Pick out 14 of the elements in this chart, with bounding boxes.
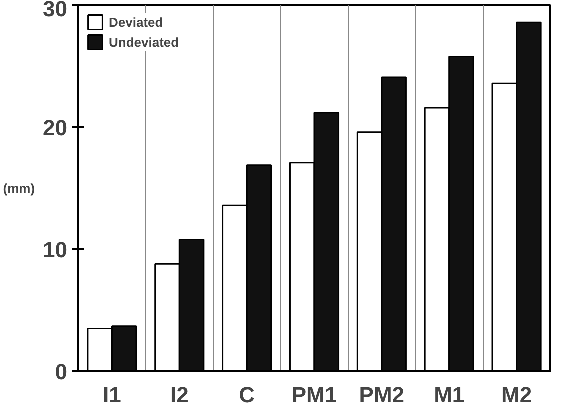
legend-label: Undeviated <box>109 34 180 50</box>
x-tick-label: C <box>239 382 256 408</box>
y-tick-label: 10 <box>43 238 68 262</box>
x-tick-label: I2 <box>170 382 189 408</box>
y-axis-title: (mm) <box>3 181 36 196</box>
y-tick-label: 20 <box>43 116 68 140</box>
legend-label: Deviated <box>109 14 164 30</box>
x-tick-label: M2 <box>502 382 532 408</box>
y-tick-label: 30 <box>43 0 68 22</box>
x-tick-label: PM2 <box>359 382 405 408</box>
x-tick-label: I1 <box>103 382 122 408</box>
x-tick-label: M1 <box>434 382 465 408</box>
y-tick-label: 0 <box>55 360 68 384</box>
x-tick-label: PM1 <box>292 382 338 408</box>
